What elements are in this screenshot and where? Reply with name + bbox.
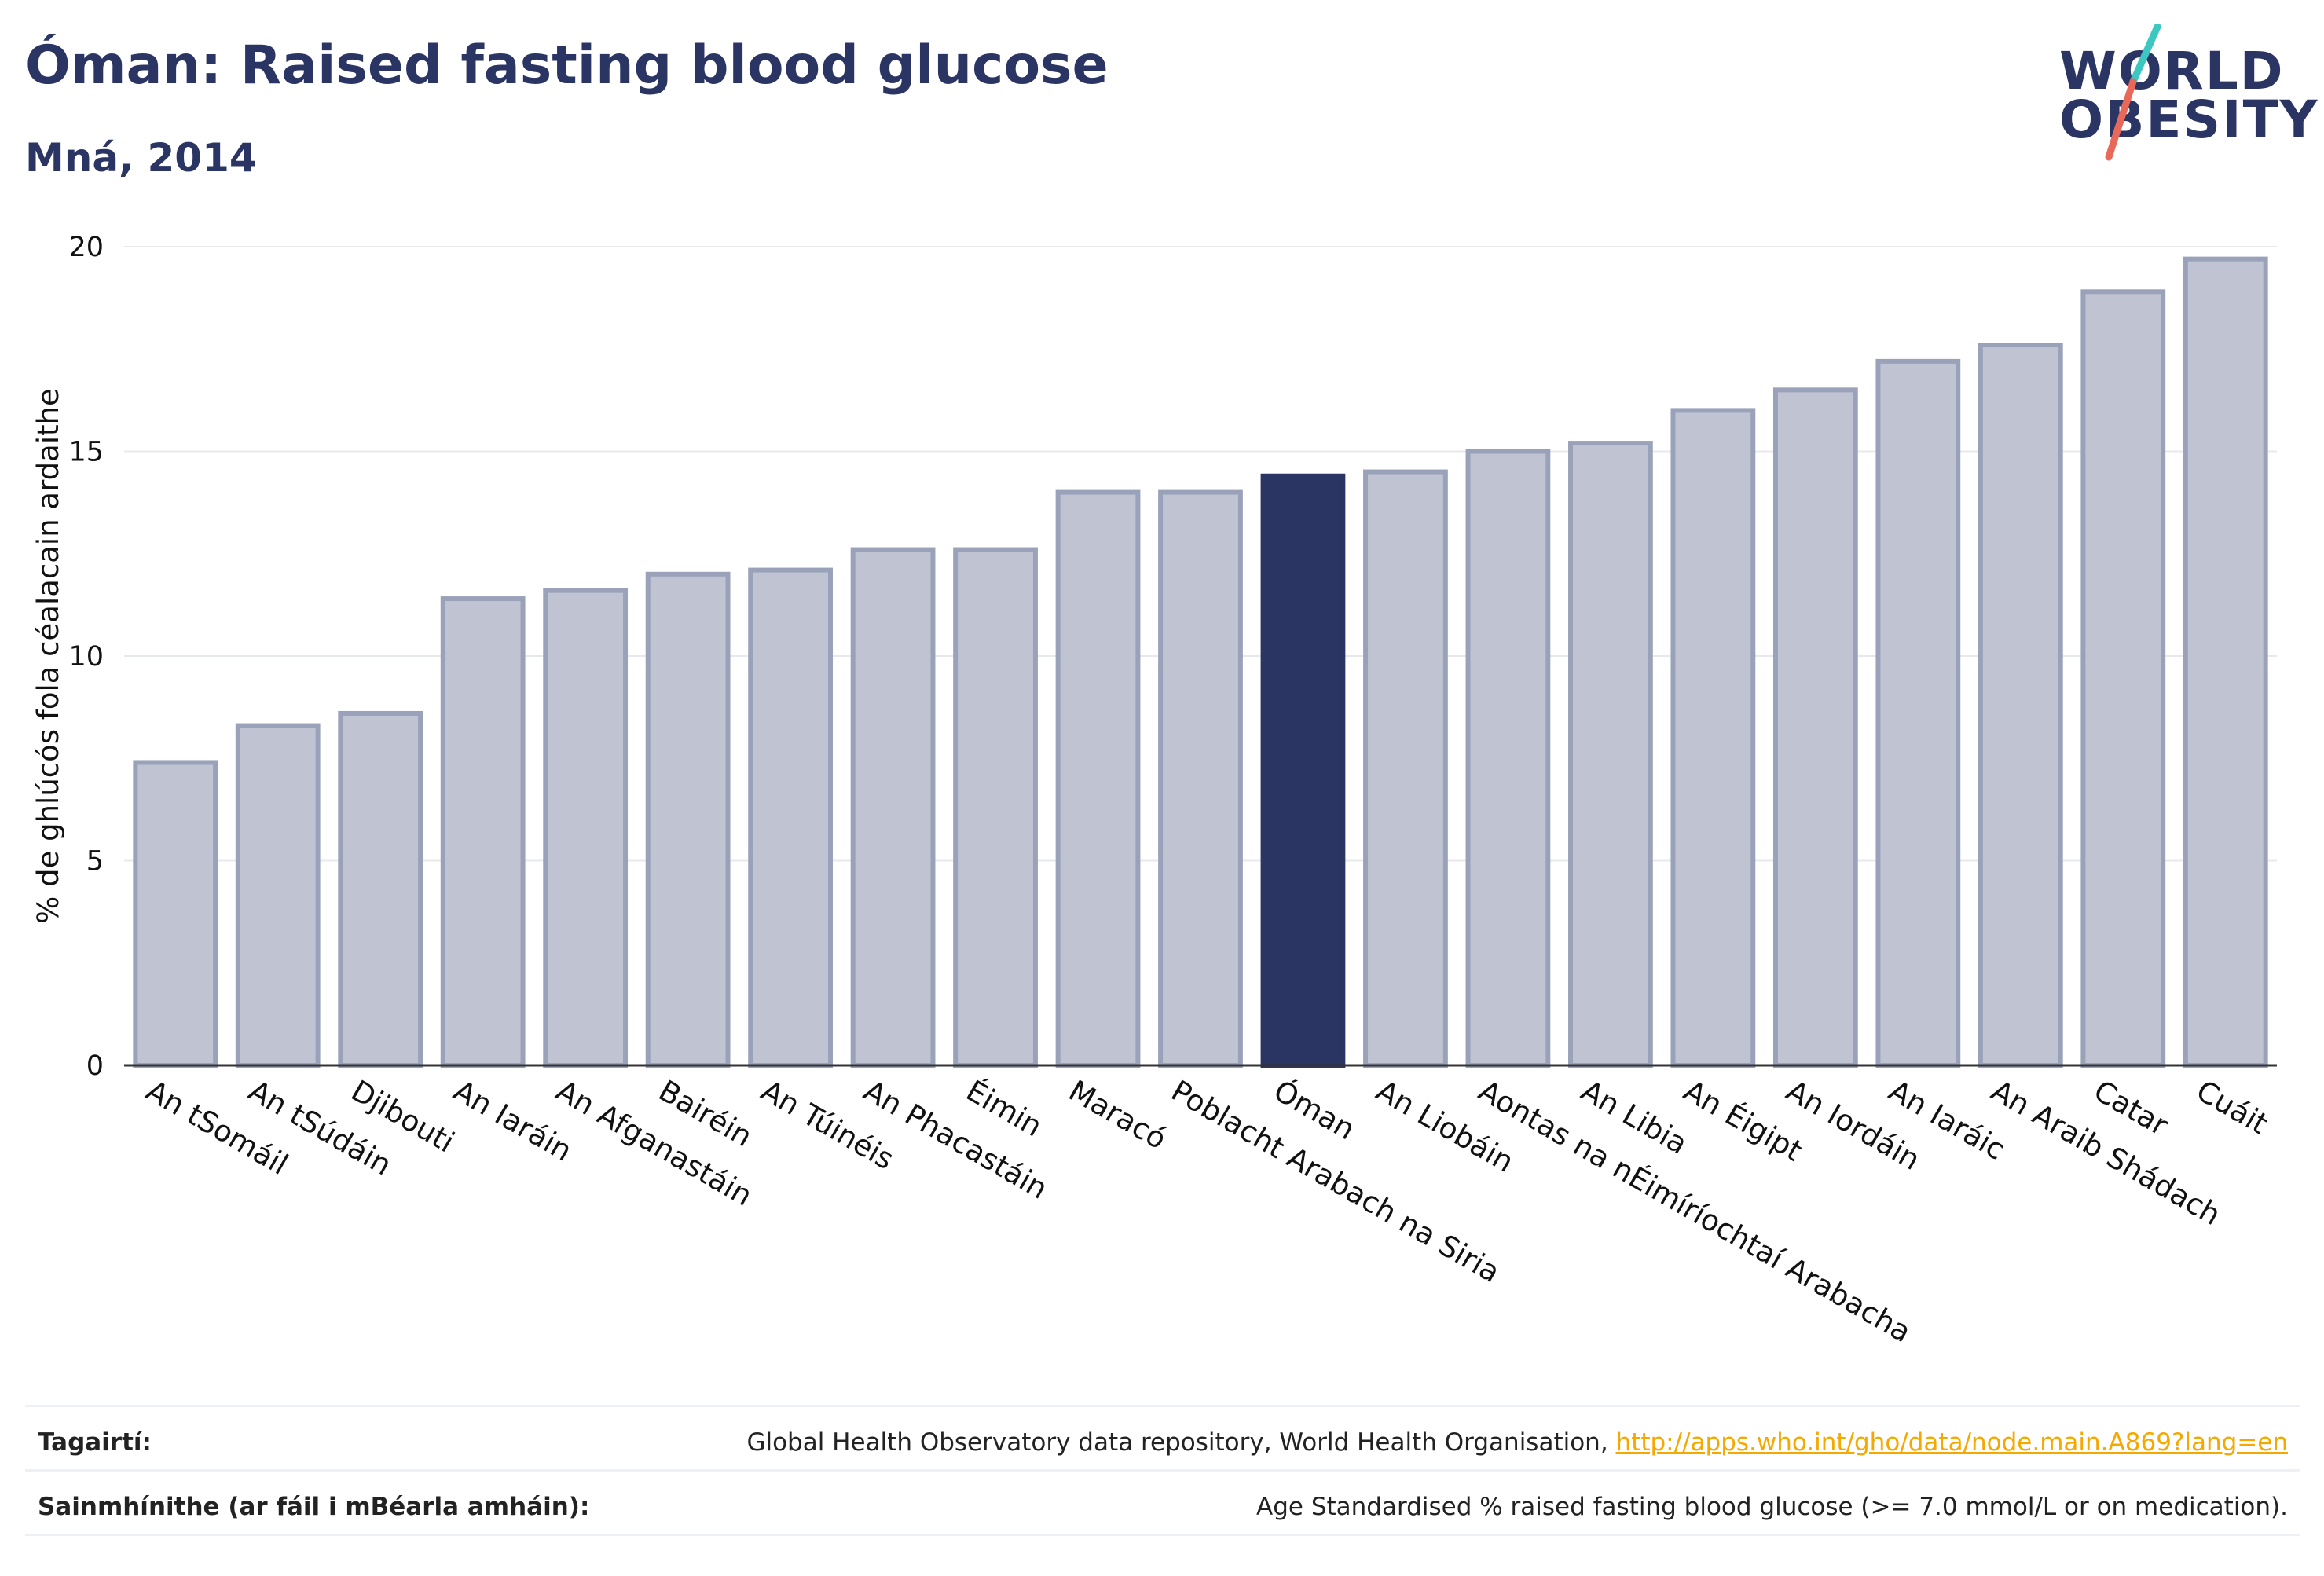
references-label: Tagairtí: — [38, 1428, 152, 1457]
bar — [748, 567, 833, 1068]
footer-divider-middle — [25, 1469, 2300, 1472]
bar — [1670, 408, 1756, 1068]
bar — [338, 710, 423, 1068]
y-axis-label: % de ghlúcós fola céalacain ardaithe — [31, 388, 65, 924]
footer-divider-bottom — [25, 1534, 2300, 1536]
bar — [1158, 489, 1243, 1068]
bar — [645, 571, 731, 1068]
y-tick-label: 5 — [86, 846, 104, 878]
footer-divider-top — [25, 1405, 2300, 1407]
y-tick-label: 0 — [86, 1050, 104, 1082]
definitions-label: Sainmhínithe (ar fáil i mBéarla amháin): — [38, 1493, 590, 1521]
bar — [235, 723, 321, 1068]
logo-slash-icon — [2105, 24, 2161, 161]
bar — [850, 547, 936, 1068]
bar-highlight — [1260, 473, 1346, 1068]
y-tick-label: 20 — [68, 232, 104, 263]
bar — [543, 588, 629, 1068]
bar — [1772, 387, 1858, 1068]
bar — [1465, 449, 1551, 1068]
references-value: Global Health Observatory data repositor… — [746, 1428, 2288, 1457]
bar — [1875, 358, 1961, 1068]
definitions-row: Sainmhínithe (ar fáil i mBéarla amháin):… — [38, 1486, 2288, 1527]
bar — [440, 596, 526, 1068]
bar — [2080, 289, 2166, 1068]
bar — [1055, 489, 1141, 1068]
x-tick-label: Cuáit — [2190, 1074, 2273, 1142]
bar — [1363, 469, 1448, 1068]
references-row: Tagairtí: Global Health Observatory data… — [38, 1422, 2288, 1463]
bar — [133, 760, 218, 1068]
x-tick-label: Maracó — [1063, 1074, 1172, 1156]
y-tick-label: 15 — [68, 437, 104, 468]
bar-chart: 0 5 10 15 20 % de ghlúcós fola céalacain arda… — [31, 232, 2277, 1349]
x-tick-label: An Iaráin — [448, 1074, 577, 1168]
y-tick-label: 10 — [68, 641, 104, 673]
logo-line-1: WORLD — [2059, 41, 2285, 101]
chart-title: Óman: Raised fasting blood glucose — [25, 35, 1109, 97]
definitions-value: Age Standardised % raised fasting blood … — [1256, 1493, 2288, 1521]
bar — [1568, 441, 1653, 1068]
world-obesity-logo: WORLD OBESITY — [2040, 24, 2322, 173]
logo-line-2: OBESITY — [2059, 90, 2319, 150]
references-link[interactable]: http://apps.who.int/gho/data/node.main.A… — [1615, 1428, 2288, 1457]
chart-subtitle: Mná, 2014 — [25, 135, 257, 181]
bar — [1978, 343, 2063, 1068]
references-text: Global Health Observatory data repositor… — [746, 1428, 1616, 1457]
bar — [953, 547, 1038, 1068]
bar — [2183, 256, 2268, 1068]
